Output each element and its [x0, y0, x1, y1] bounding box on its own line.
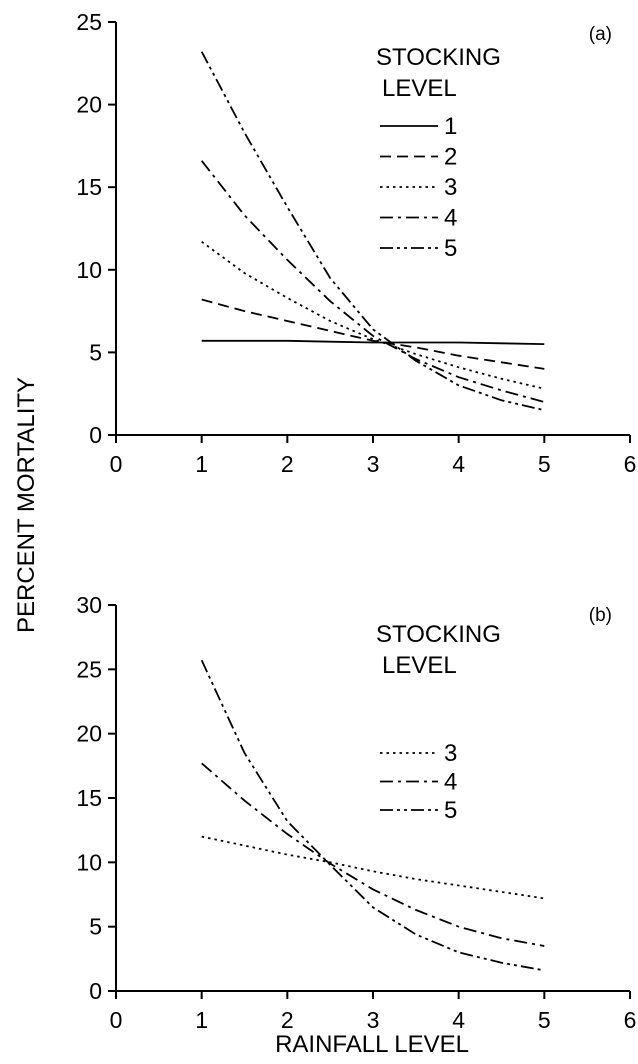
y-axis-title: PERCENT MORTALITY	[13, 377, 40, 633]
legend-title: LEVEL	[382, 75, 457, 102]
x-tick-label: 3	[367, 451, 380, 477]
legend-label-level-2: 2	[444, 144, 457, 171]
y-tick-label: 20	[76, 721, 102, 747]
legend-label-level-5: 5	[444, 235, 457, 262]
y-tick-label: 20	[76, 92, 102, 118]
series-line-level-5	[200, 51, 545, 412]
legend-label-level-1: 1	[444, 113, 457, 140]
series-line-level-1	[201, 339, 545, 345]
x-tick-label: 4	[452, 1007, 465, 1033]
x-tick-label: 4	[452, 451, 465, 477]
y-tick-label: 15	[76, 785, 102, 811]
y-tick-label: 5	[89, 914, 102, 940]
legend-label-level-3: 3	[444, 740, 457, 767]
x-tick-label: 1	[195, 1007, 208, 1033]
x-tick-label: 1	[195, 451, 208, 477]
legend-title: LEVEL	[382, 652, 457, 679]
legend-label-level-3: 3	[444, 174, 457, 201]
panel-label: (b)	[589, 605, 612, 626]
y-tick-label: 15	[76, 174, 102, 200]
y-tick-label: 10	[76, 849, 102, 875]
x-tick-label: 3	[367, 1007, 380, 1033]
panel-label: (a)	[589, 24, 612, 45]
x-tick-label: 5	[538, 1007, 551, 1033]
legend-title: STOCKING	[376, 44, 501, 71]
y-tick-label: 5	[89, 339, 102, 365]
y-tick-label: 10	[76, 257, 102, 283]
series-line-level-5	[200, 659, 545, 972]
legend-title: STOCKING	[376, 621, 501, 648]
y-tick-label: 25	[76, 656, 102, 682]
series-line-level-4	[201, 762, 545, 947]
y-tick-label: 25	[76, 9, 102, 35]
x-tick-label: 0	[110, 1007, 123, 1033]
legend-label-level-4: 4	[444, 769, 457, 796]
x-tick-label: 5	[538, 451, 551, 477]
y-tick-label: 30	[76, 592, 102, 618]
x-axis-title: RAINFALL LEVEL	[275, 1031, 469, 1058]
x-tick-label: 2	[281, 1007, 294, 1033]
x-tick-label: 6	[624, 1007, 637, 1033]
legend-label-level-4: 4	[444, 205, 457, 232]
x-tick-label: 2	[281, 451, 294, 477]
panel-a: 0 5 10 15 20 25 0 1 2 3 4 5 6 (a) STOCKING LEVEL 1 2 3 4 5	[76, 9, 636, 477]
series-line-level-4	[200, 160, 545, 403]
legend-label-level-5: 5	[444, 797, 457, 824]
series-line-level-2	[201, 298, 545, 370]
x-tick-label: 6	[624, 451, 637, 477]
y-tick-label: 0	[89, 422, 102, 448]
series-line-level-3	[201, 240, 545, 390]
x-tick-label: 0	[110, 451, 123, 477]
y-tick-label: 0	[89, 978, 102, 1004]
